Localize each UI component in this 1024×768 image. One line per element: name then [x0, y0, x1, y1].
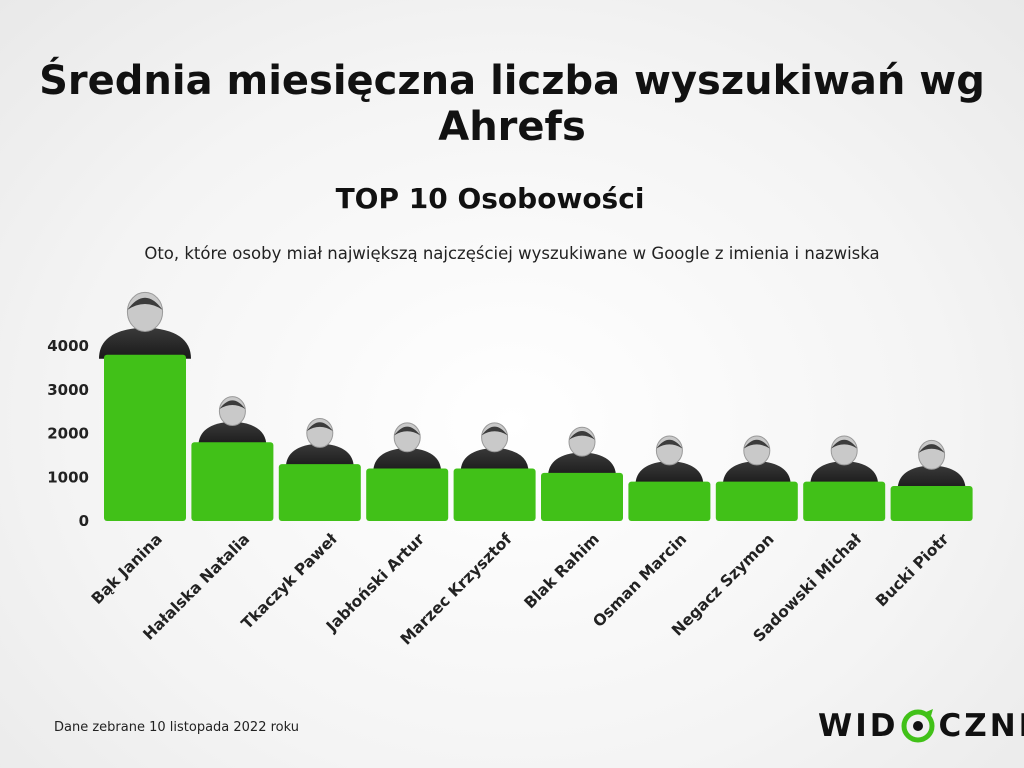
portrait-hair: [831, 439, 858, 449]
portrait-shoulders: [285, 443, 354, 469]
portrait-hair: [219, 400, 246, 410]
x-tick-label: Bucki Piotr: [872, 530, 952, 610]
portrait-shoulders: [722, 460, 791, 486]
person-portrait: [373, 422, 442, 473]
person-portrait: [722, 435, 791, 486]
bar: [278, 464, 361, 521]
portrait-hair: [306, 422, 333, 431]
y-tick-label: 2000: [47, 425, 89, 443]
person-portrait: [635, 435, 704, 486]
chart-description: Oto, które osoby miał największą najczęś…: [144, 244, 880, 263]
portrait-shoulders: [548, 452, 616, 477]
person-portrait: [897, 439, 966, 490]
bar: [890, 486, 973, 521]
portrait-shoulders: [460, 447, 529, 473]
portrait-shoulders: [99, 327, 191, 359]
portrait-hair: [918, 444, 945, 453]
person-portrait: [198, 396, 267, 447]
chart-title: Średnia miesięczna liczba wyszukiwań wg …: [39, 58, 985, 150]
portrait-hair: [394, 426, 421, 436]
logo-text-left: WID: [818, 708, 899, 744]
person-portrait: [460, 422, 529, 473]
bar: [366, 468, 449, 521]
source-note: Dane zebrane 10 listopada 2022 roku: [54, 720, 299, 735]
bar: [715, 481, 798, 521]
portrait-hair: [743, 439, 770, 449]
x-tick-label: Blak Rahim: [521, 530, 603, 612]
bar: [191, 442, 274, 521]
portrait-hair: [656, 439, 683, 449]
bars: [104, 354, 973, 521]
person-portrait: [548, 426, 616, 477]
portrait-hair: [127, 297, 163, 310]
y-tick-label: 4000: [47, 337, 89, 355]
bar: [541, 472, 623, 521]
eye-logo-icon: [901, 709, 935, 743]
y-tick-label: 1000: [47, 468, 89, 486]
portraits: [99, 291, 966, 490]
x-tick-label: Bąk Janina: [88, 530, 166, 608]
logo-text-right: CZNI: [938, 708, 1024, 744]
portrait-shoulders: [810, 460, 879, 486]
bar: [803, 481, 886, 521]
person-portrait: [810, 435, 879, 486]
bar: [453, 468, 536, 521]
y-axis: 0 1000 2000 3000 4000: [47, 337, 89, 530]
x-tick-label: Tkaczyk Paweł: [238, 529, 342, 633]
y-tick-label: 3000: [47, 381, 89, 399]
portrait-hair: [481, 426, 508, 436]
person-portrait: [285, 418, 354, 469]
bar: [628, 481, 711, 521]
x-tick-label: Osman Marcin: [589, 530, 690, 631]
portrait-shoulders: [635, 460, 704, 486]
portrait-shoulders: [897, 465, 966, 490]
y-tick-label: 0: [79, 512, 89, 530]
brand-logo: WID CZNI: [818, 704, 1024, 748]
portrait-shoulders: [373, 447, 442, 473]
person-portrait: [99, 291, 191, 359]
bar: [104, 354, 186, 521]
portrait-hair: [568, 430, 596, 440]
portrait-shoulders: [198, 421, 267, 447]
chart-subtitle: TOP 10 Osobowości: [335, 182, 645, 215]
